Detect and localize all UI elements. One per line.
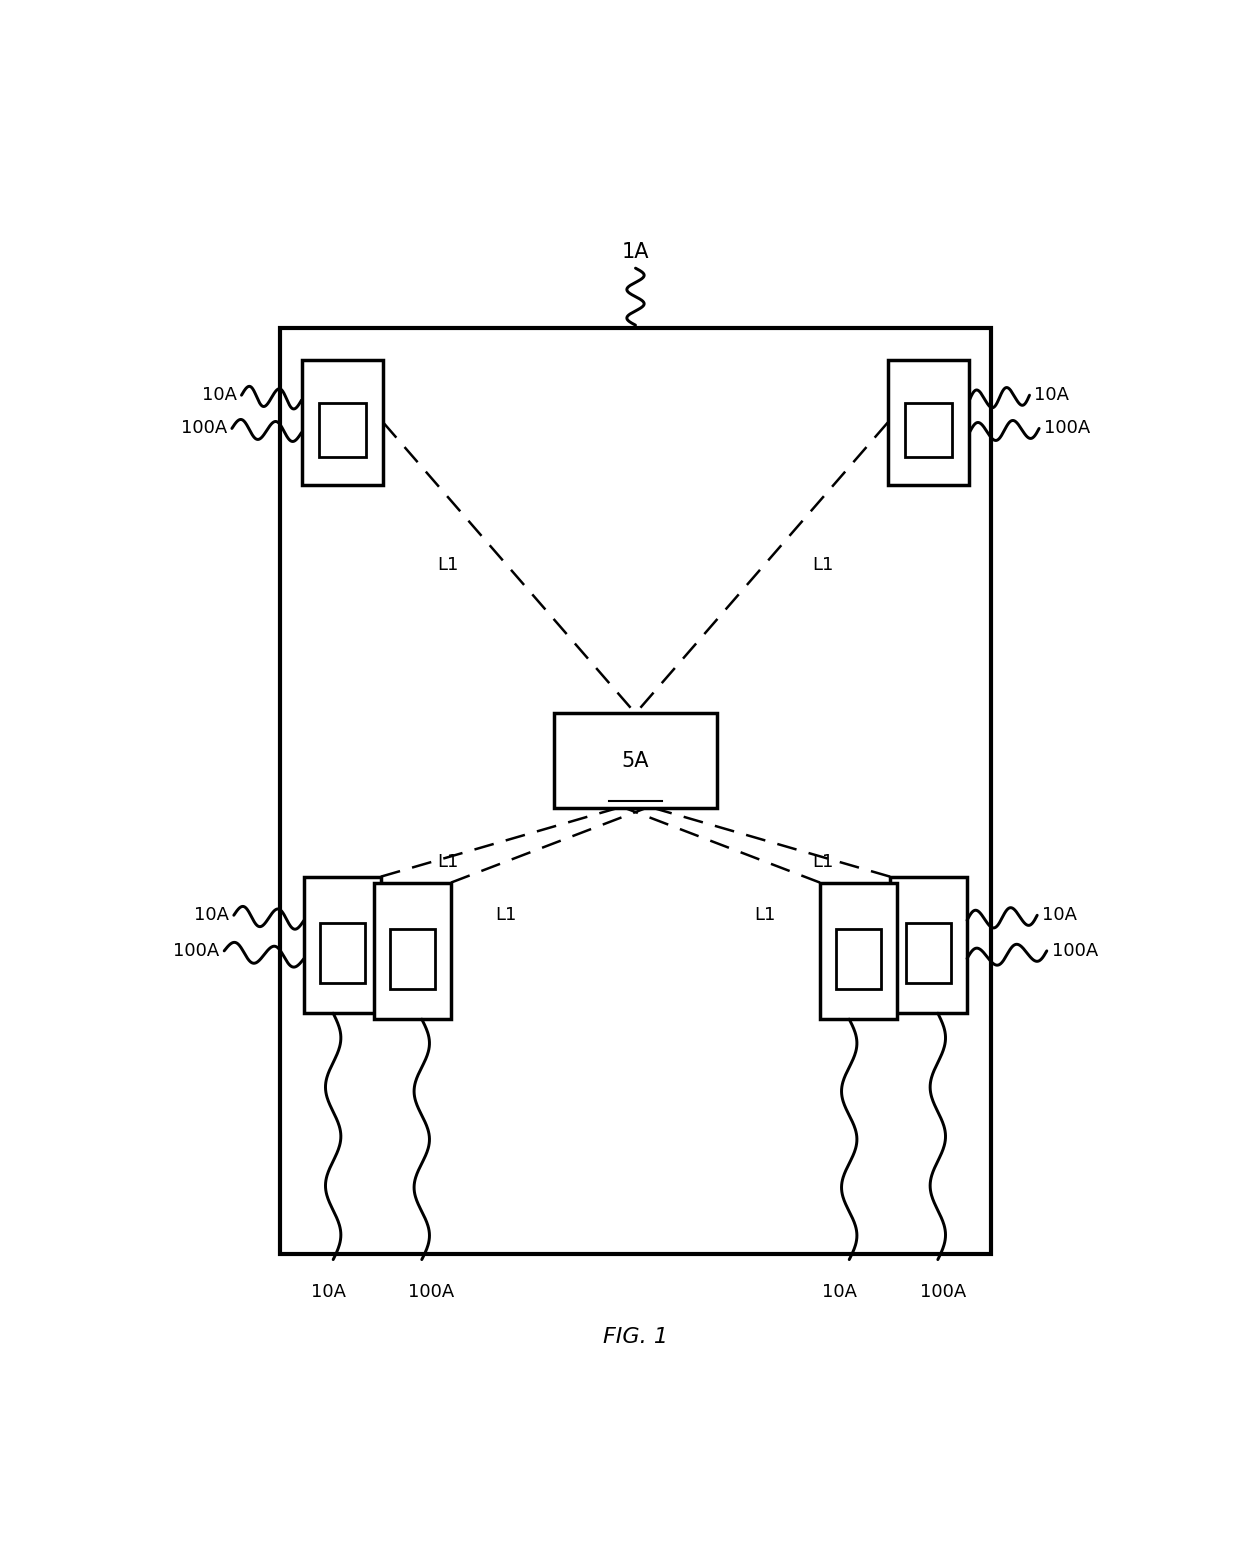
Text: 10A: 10A: [193, 907, 229, 924]
Text: L1: L1: [755, 907, 776, 924]
Bar: [890, 877, 967, 1013]
Text: 5A: 5A: [621, 751, 650, 771]
Bar: [319, 402, 366, 458]
Text: 1A: 1A: [621, 242, 650, 262]
Text: 100A: 100A: [1044, 419, 1090, 438]
Text: L1: L1: [812, 853, 833, 871]
Text: L1: L1: [495, 907, 516, 924]
Text: 100A: 100A: [174, 942, 219, 959]
Text: 10A: 10A: [311, 1283, 346, 1301]
Text: 10A: 10A: [202, 386, 237, 404]
Bar: [905, 402, 952, 458]
Bar: [391, 928, 435, 988]
Bar: [301, 361, 383, 484]
Bar: [836, 928, 880, 988]
Text: L1: L1: [812, 557, 833, 574]
Text: FIG. 1: FIG. 1: [603, 1326, 668, 1346]
Text: 100A: 100A: [408, 1283, 455, 1301]
Bar: [906, 924, 951, 984]
Text: L1: L1: [438, 853, 459, 871]
Text: 10A: 10A: [822, 1283, 857, 1301]
Text: 10A: 10A: [1034, 386, 1069, 404]
Text: 10A: 10A: [1042, 907, 1078, 924]
Bar: [374, 882, 451, 1019]
Text: 100A: 100A: [181, 419, 227, 438]
Bar: [554, 714, 717, 808]
Bar: [280, 327, 991, 1254]
Text: 100A: 100A: [1052, 942, 1097, 959]
Bar: [320, 924, 365, 984]
Bar: [888, 361, 970, 484]
Bar: [820, 882, 897, 1019]
Text: L1: L1: [438, 557, 459, 574]
Text: 100A: 100A: [920, 1283, 966, 1301]
Bar: [304, 877, 381, 1013]
